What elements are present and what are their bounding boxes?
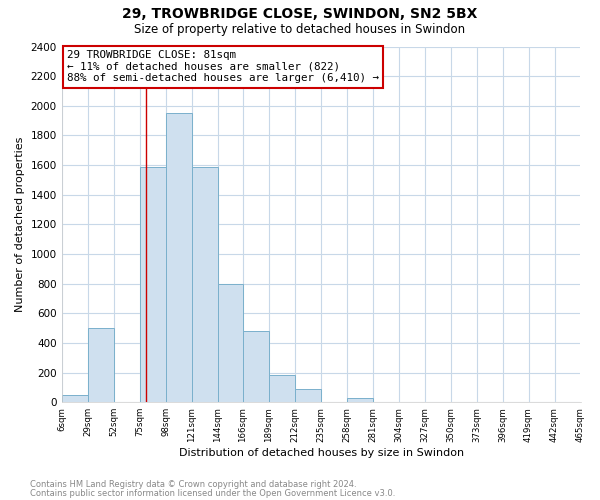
Text: 29 TROWBRIDGE CLOSE: 81sqm
← 11% of detached houses are smaller (822)
88% of sem: 29 TROWBRIDGE CLOSE: 81sqm ← 11% of deta… [67, 50, 379, 84]
Text: Size of property relative to detached houses in Swindon: Size of property relative to detached ho… [134, 22, 466, 36]
Y-axis label: Number of detached properties: Number of detached properties [15, 136, 25, 312]
Bar [62, 395, 88, 402]
Bar [242, 331, 269, 402]
Bar [218, 284, 242, 402]
Bar [166, 113, 191, 402]
X-axis label: Distribution of detached houses by size in Swindon: Distribution of detached houses by size … [179, 448, 464, 458]
Bar [88, 328, 113, 402]
Bar [269, 375, 295, 402]
Bar [140, 166, 166, 402]
Text: 29, TROWBRIDGE CLOSE, SWINDON, SN2 5BX: 29, TROWBRIDGE CLOSE, SWINDON, SN2 5BX [122, 8, 478, 22]
Text: Contains public sector information licensed under the Open Government Licence v3: Contains public sector information licen… [30, 488, 395, 498]
Bar [191, 166, 218, 402]
Bar [295, 389, 320, 402]
Text: Contains HM Land Registry data © Crown copyright and database right 2024.: Contains HM Land Registry data © Crown c… [30, 480, 356, 489]
Bar [347, 398, 373, 402]
